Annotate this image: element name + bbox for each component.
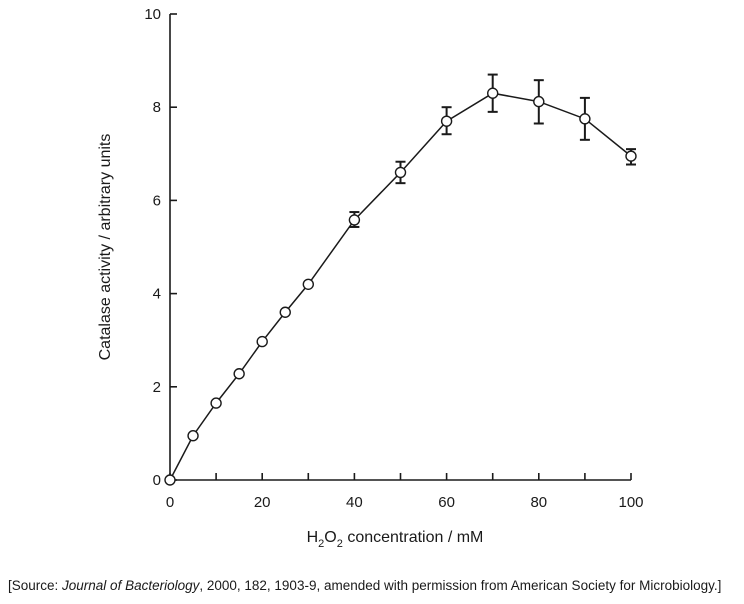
y-axis-title: Catalase activity / arbitrary units [97, 134, 114, 361]
data-point-5 [187, 430, 199, 442]
source-citation: [Source: Journal of Bacteriology, 2000, … [8, 578, 721, 593]
x-tick-label-80: 80 [530, 494, 547, 511]
source-prefix: [Source: [8, 578, 63, 593]
x-tick-label-20: 20 [254, 494, 271, 511]
axes [169, 14, 631, 481]
y-tick-label-4: 4 [153, 286, 161, 303]
data-point-10 [210, 397, 222, 409]
y-tick-label-0: 0 [153, 472, 161, 489]
x-tick-label-0: 0 [166, 494, 174, 511]
x-tick-label-60: 60 [438, 494, 455, 511]
y-tick-label-10: 10 [144, 6, 161, 23]
data-point-60 [440, 115, 453, 127]
y-tick-label-6: 6 [153, 192, 161, 209]
data-point-80 [533, 95, 545, 108]
y-tick-label-2: 2 [153, 379, 161, 396]
data-point-30 [302, 278, 314, 290]
x-tick-label-100: 100 [618, 494, 643, 511]
data-point-25 [279, 306, 291, 318]
data-point-15 [233, 368, 245, 380]
data-point-20 [256, 335, 268, 348]
series [164, 73, 637, 486]
data-point-100 [625, 150, 637, 162]
series-line-0 [169, 92, 632, 481]
journal-name: Journal of Bacteriology [62, 578, 200, 593]
data-point-90 [579, 113, 591, 125]
data-point-50 [394, 166, 407, 179]
x-axis-title: H2O2 concentration / mM [307, 529, 484, 550]
y-tick-label-8: 8 [153, 99, 161, 116]
data-point-0 [164, 474, 176, 486]
data-point-40 [348, 214, 361, 226]
data-point-70 [487, 87, 499, 99]
x-tick-label-40: 40 [346, 494, 363, 511]
source-details: , 2000, 182, 1903-9, amended with permis… [199, 578, 722, 593]
